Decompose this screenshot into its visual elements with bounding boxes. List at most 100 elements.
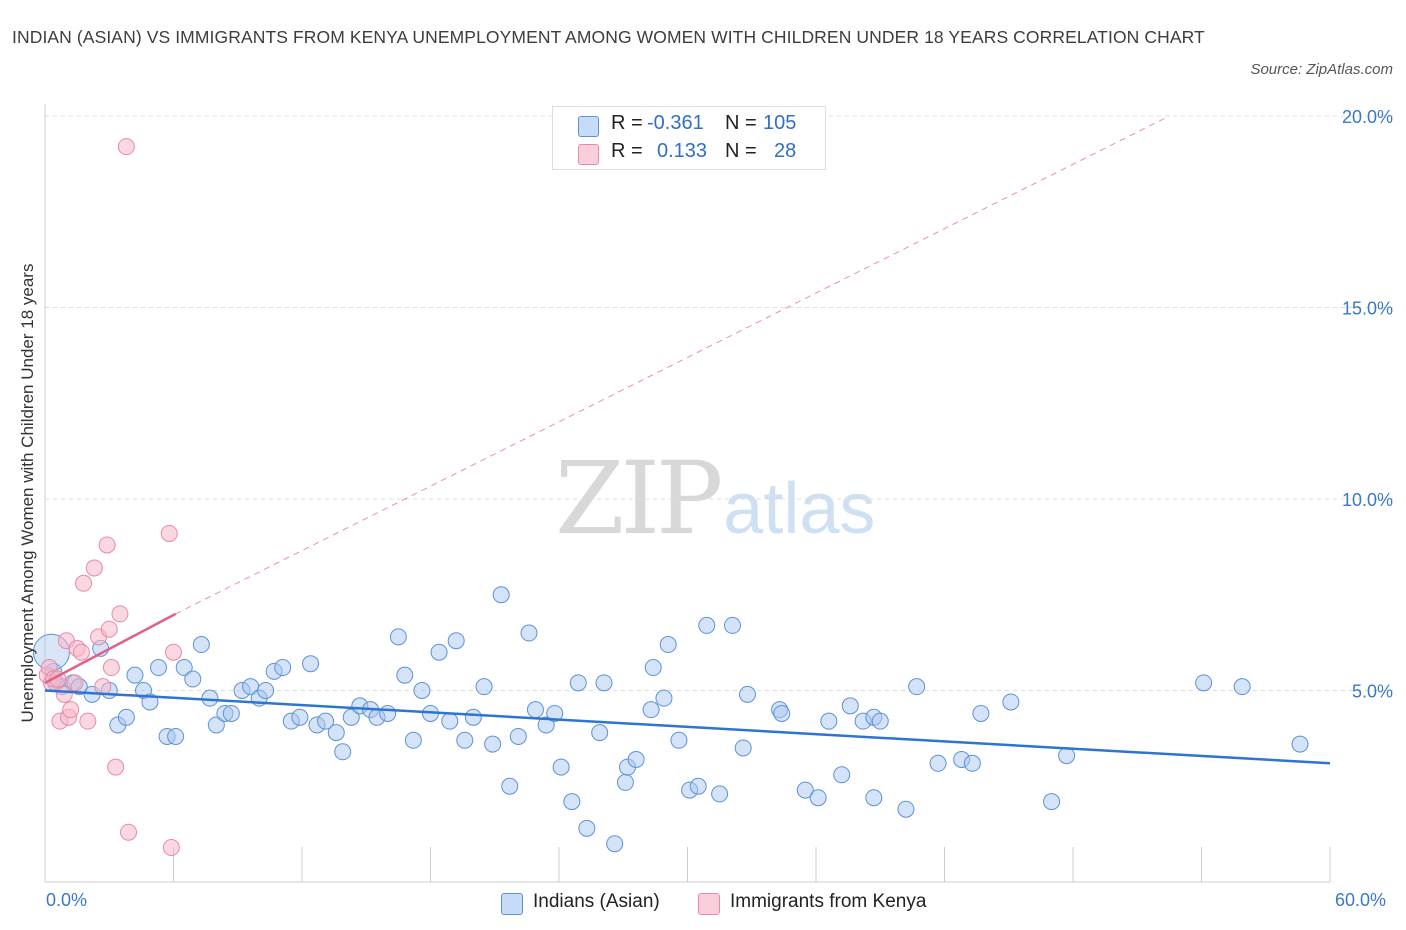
kenya-point [62, 701, 80, 719]
kenya-trend-extrapolation [175, 115, 1170, 615]
indians-asian-point [141, 693, 159, 711]
grid-lines [45, 115, 1395, 691]
indians-asian-point [871, 712, 889, 730]
kenya-point [72, 643, 90, 661]
indians-asian-point [929, 754, 947, 772]
indians-asian-point [537, 716, 555, 734]
indians-asian-point [833, 766, 851, 784]
indians-asian-point [274, 659, 292, 677]
legend-n-label: N = [725, 112, 757, 134]
indians-asian-point [738, 685, 756, 703]
legend-swatch-pink [578, 144, 599, 165]
indians-asian-point [526, 701, 544, 719]
kenya-point [66, 674, 84, 692]
indians-asian-point [963, 754, 981, 772]
indians-asian-point [711, 785, 729, 803]
y-tick-labels: 5.0% 10.0% 15.0% 20.0% [1342, 107, 1393, 702]
kenya-point [111, 605, 129, 623]
indians-asian-point [606, 835, 624, 853]
indians-asian-point [175, 659, 193, 677]
indians-asian-point [552, 758, 570, 776]
indians-asian-point [689, 777, 707, 795]
indians-asian-point [1002, 693, 1020, 711]
indians-asian-point [655, 689, 673, 707]
kenya-point [160, 524, 178, 542]
indians-asian-point [456, 731, 474, 749]
kenya-point [120, 823, 138, 841]
indians-asian-point [441, 712, 459, 730]
y-axis-label: Unemployment Among Women with Children U… [18, 263, 37, 723]
legend-label-kenya: Immigrants from Kenya [730, 891, 927, 912]
kenya-point [102, 659, 120, 677]
indians-asian-point [820, 712, 838, 730]
kenya-point [165, 643, 182, 661]
indians-asian-point [334, 743, 352, 761]
indians-asian-point [595, 674, 613, 692]
indians-asian-point [841, 697, 859, 715]
indians-asian-point [578, 819, 596, 837]
indians-asian-point [1233, 678, 1251, 696]
indians-asian-point [291, 708, 309, 726]
indians-asian-point [509, 727, 527, 745]
indians-asian-point [698, 616, 716, 634]
indians-asian-point [389, 628, 407, 646]
indians-asian-point [897, 800, 915, 818]
indians-asian-point [117, 708, 135, 726]
indians-asian-point [167, 727, 185, 745]
x-tick-max: 60.0% [1335, 890, 1387, 910]
indians-asian-point [430, 643, 448, 661]
legend-swatch-blue [578, 116, 599, 137]
kenya-trend-line [44, 612, 177, 684]
kenya-point [98, 536, 116, 554]
legend-row-kenya: R = 0.133 N = 28 [553, 139, 825, 167]
indians-asian-point [563, 793, 581, 811]
series-legend: Indians (Asian) Immigrants from Kenya [0, 887, 1406, 919]
indians-asian-point [644, 659, 662, 677]
indians-asian-point [126, 666, 144, 684]
series-kenya-points [38, 138, 1331, 857]
indians-asian-point [342, 708, 360, 726]
kenya-point [107, 758, 125, 776]
kenya-point [117, 138, 135, 156]
indians-asian-point [150, 659, 168, 677]
legend-n-value: 105 [763, 112, 797, 134]
indians-asian-point [796, 781, 814, 799]
indians-asian-point [1195, 674, 1213, 692]
indians-asian-point [413, 682, 431, 699]
indians-asian-point [1291, 735, 1309, 753]
indians-asian-point [972, 704, 990, 722]
axes [44, 104, 1331, 883]
indians-asian-point [773, 704, 791, 722]
indians-asian-point [546, 704, 564, 722]
correlation-legend: R = -0.361 N = 105 R = 0.133 N = 28 [552, 106, 826, 170]
y-tick-label: 10.0% [1342, 490, 1393, 510]
indians-asian-point [908, 678, 926, 696]
indians-asian-point [396, 666, 414, 684]
kenya-point [79, 712, 97, 730]
indians-asian-point [302, 655, 320, 673]
y-tick-label: 5.0% [1352, 682, 1393, 702]
legend-n-label: N = [725, 140, 757, 162]
indians-asian-point [257, 682, 275, 699]
indians-asian-point [327, 724, 345, 742]
indians-asian-point [464, 708, 482, 726]
kenya-point [75, 574, 93, 592]
kenya-point [85, 559, 103, 577]
indians-asian-point [404, 731, 422, 749]
indians-asian-point [1043, 793, 1061, 811]
indians-asian-point [447, 632, 465, 650]
kenya-point [100, 620, 118, 638]
indians-asian-point [616, 773, 634, 791]
indians-asian-point [501, 777, 519, 795]
indians-asian-point [627, 750, 645, 768]
indians-asian-point [475, 678, 493, 696]
indians-asian-point [207, 716, 225, 734]
legend-label-indians: Indians (Asian) [533, 891, 660, 912]
chart-title: INDIAN (ASIAN) VS IMMIGRANTS FROM KENYA … [12, 27, 1205, 47]
y-tick-label: 20.0% [1342, 107, 1393, 127]
indians-asian-point [201, 689, 219, 707]
indians-asian-point [484, 735, 502, 753]
indians-asian-point [642, 701, 660, 719]
indians-asian-point [1058, 747, 1076, 765]
legend-n-value: 28 [774, 140, 797, 162]
